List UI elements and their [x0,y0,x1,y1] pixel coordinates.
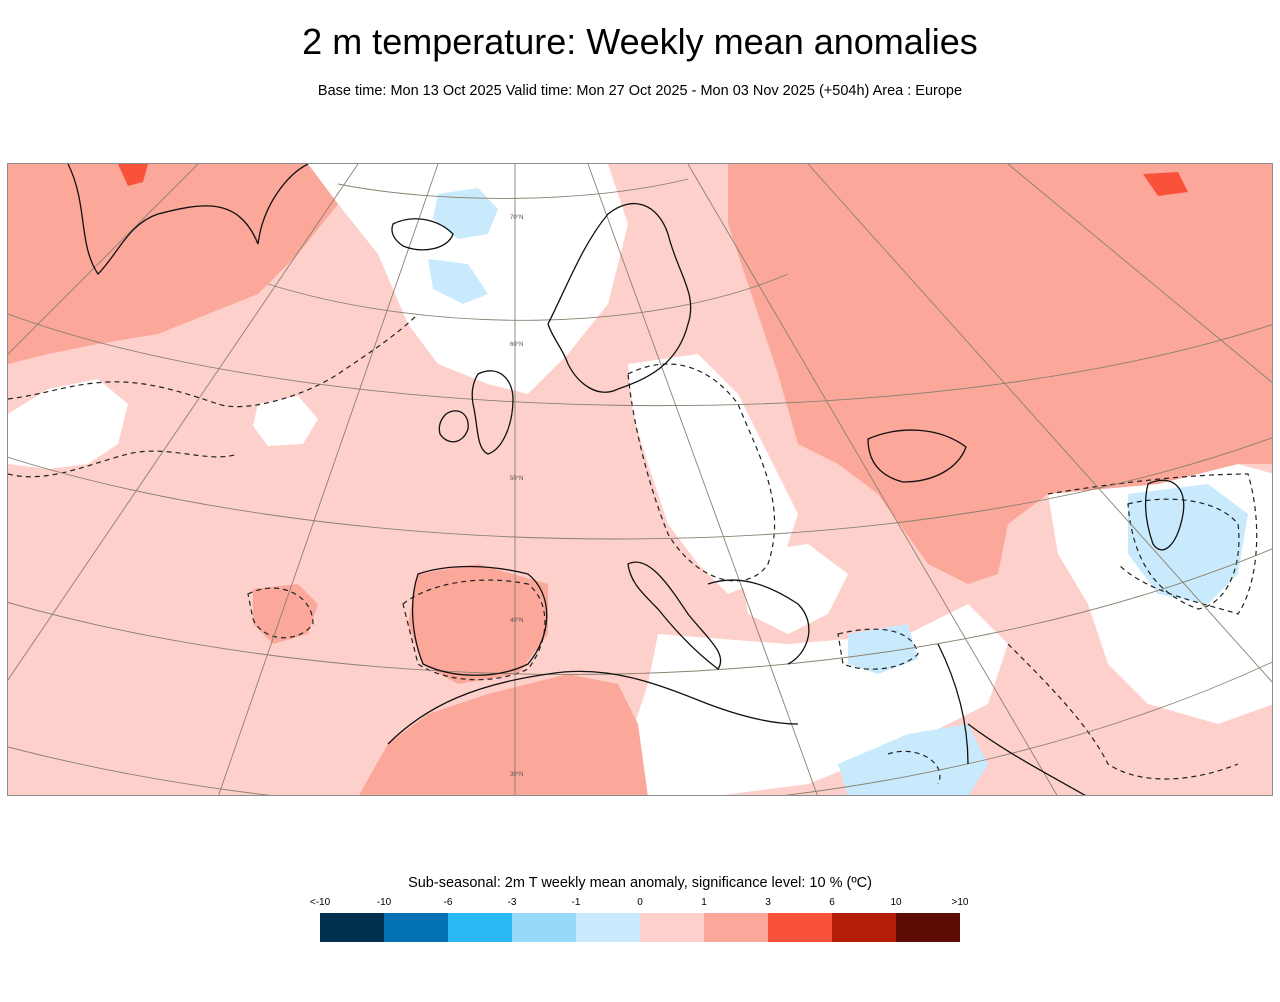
legend-tick-label: 6 [829,897,835,908]
legend-tick-label: -3 [507,897,517,908]
warm-zone-greenland [8,164,338,364]
lat-label-30n: 30°N [510,772,523,778]
significance-contours [8,313,1258,785]
lat-label-70n: 70°N [510,215,523,221]
legend-tick-label: >10 [951,897,969,908]
warm-zone-north-africa [359,674,648,795]
legend-swatch-8 [832,913,896,942]
neutral-zone-central-europe [628,354,798,594]
hot-spot-siberia [1143,172,1188,196]
levant-coast [937,643,969,765]
legend-tick-label: -10 [376,897,392,908]
legend-swatch-9 [896,913,960,942]
ireland-coast [438,410,469,443]
chart-subtitle: Base time: Mon 13 Oct 2025 Valid time: M… [317,83,963,99]
map-canvas: 70°N 60°N 50°N 40°N 30°N [8,164,1272,795]
legend-tick-label: -6 [443,897,453,908]
legend-tick-label: 0 [637,897,643,908]
black-sea-coast [867,429,967,483]
anomaly-map: 70°N 60°N 50°N 40°N 30°N [7,163,1273,796]
legend-tick-label: 10 [890,897,902,908]
legend-colorbar [320,913,960,942]
warm-zone-iberia [408,564,548,684]
iceland-coast [391,218,454,251]
neutral-zone-atlantic-patch [253,396,318,446]
hot-spot-greenland [118,164,148,186]
red-sea-coast [967,723,1086,795]
legend-ticks: <-10 -10 -6 -3 -1 0 1 3 6 10 >10 [310,897,969,911]
iberia-coast [411,565,548,676]
legend-swatch-6 [704,913,768,942]
cool-zone-norwegian-sea [428,259,488,304]
caspian-coast [1144,479,1185,551]
legend-swatch-1 [384,913,448,942]
lat-label-50n: 50°N [510,476,523,482]
legend-title: Sub-seasonal: 2m T weekly mean anomaly, … [408,875,872,891]
cool-zone-iceland [433,188,498,239]
legend-tick-label: <-10 [309,897,331,908]
legend-swatch-3 [512,913,576,942]
cool-zone-sahara [838,724,988,795]
balkans-coast [707,579,810,665]
legend-tick-label: 3 [765,897,771,908]
legend-swatch-5 [640,913,704,942]
neutral-zone-west-atlantic [8,379,128,469]
north-africa-coast [387,670,799,745]
cool-zone-caspian [1128,484,1248,604]
legend-swatch-7 [768,913,832,942]
greenland-coast [67,164,309,276]
lat-label-40n: 40°N [510,618,523,624]
scandinavia-coast [547,203,692,393]
neutral-zone-balkans [738,544,848,634]
coastlines [67,164,1185,795]
legend-tick-label: -1 [571,897,581,908]
british-isles-coast [471,370,514,455]
legend-tick-label: 1 [701,897,707,908]
legend-swatch-4 [576,913,640,942]
lat-label-60n: 60°N [510,342,523,348]
legend-swatch-0 [320,913,384,942]
chart-title: 2 m temperature: Weekly mean anomalies [302,21,978,62]
legend-swatch-2 [448,913,512,942]
italy-coast [627,561,722,670]
graticule [8,164,1272,795]
cool-zone-eastern-med [848,624,918,674]
